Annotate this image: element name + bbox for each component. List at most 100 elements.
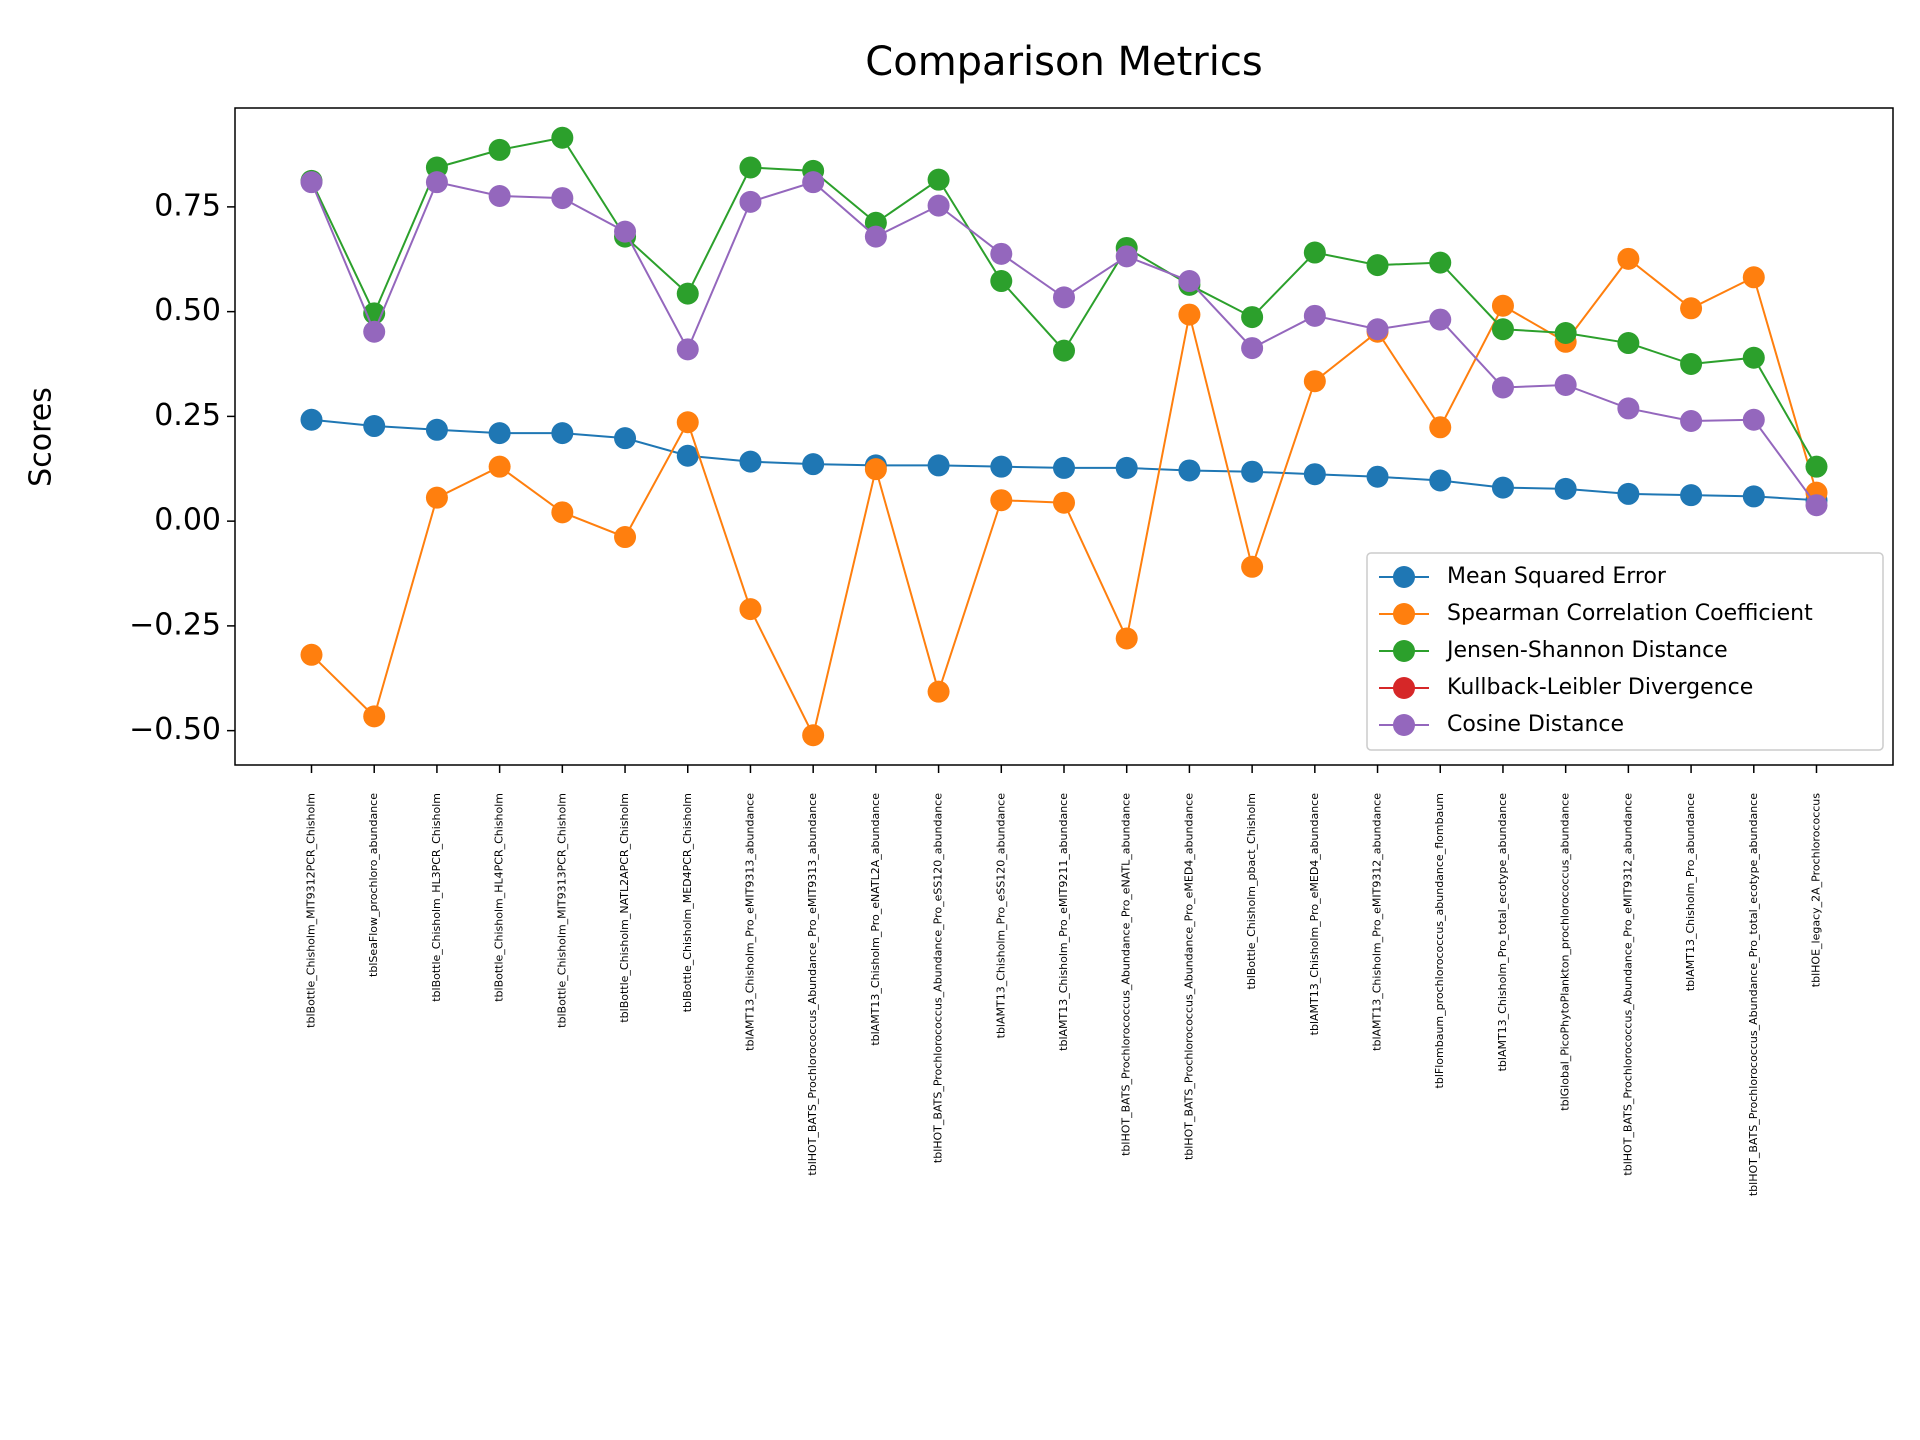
data-point [1241,555,1264,578]
x-tick-label: tblHOT_BATS_Prochlorococcus_Abundance_Pr… [1747,793,1760,1196]
x-tick-label: tblAMT13_Chisholm_Pro_eMED4_abundance [1308,793,1321,1036]
data-point [425,171,448,194]
data-point [1178,303,1201,326]
data-point [1053,339,1075,362]
data-point [990,489,1013,512]
data-point [927,454,950,477]
data-point [300,643,323,666]
data-point [1617,397,1640,420]
data-point [1617,482,1640,505]
data-point [864,225,887,248]
data-point [1805,494,1828,517]
x-tick-label: tblGlobal_PicoPhytoPlankton_prochlorococ… [1559,793,1572,1111]
data-point [1554,477,1577,500]
data-point [1053,286,1075,309]
x-tick-label: tblAMT13_Chisholm_Pro_eMIT9313_abundance [743,793,756,1051]
data-point [614,526,637,549]
y-tick-label: 0.25 [154,398,221,433]
data-point [300,408,323,431]
data-point [363,415,386,438]
data-point [990,270,1013,293]
data-point [1303,463,1326,486]
x-tick-label: tblHOE_legacy_2A_Prochlorococcus [1809,793,1822,987]
data-point [1053,491,1075,514]
data-point [551,501,574,524]
data-point [676,338,699,361]
data-point [864,458,887,481]
data-point [551,126,574,149]
data-point [1115,627,1138,650]
data-point [739,190,762,213]
x-tick-label: tblHOT_BATS_Prochlorococcus_Abundance_Pr… [932,793,945,1163]
x-tick-label: tblBottle_Chisholm_HL4PCR_Chisholm [493,793,506,1002]
data-point [1617,332,1640,355]
data-point [1554,322,1577,345]
x-tick-label: tblBottle_Chisholm_NATL2APCR_Chisholm [618,793,631,1023]
data-point [1303,370,1326,393]
x-tick-label: tblAMT13_Chisholm_Pro_abundance [1684,793,1697,991]
legend-label: Jensen-Shannon Distance [1445,638,1728,663]
legend-marker [1393,566,1415,588]
data-point [1053,456,1075,479]
data-point [802,724,825,747]
data-point [363,320,386,343]
data-point [1742,346,1765,369]
x-tick-label: tblBottle_Chisholm_HL3PCR_Chisholm [430,793,443,1002]
data-point [927,168,950,191]
data-point [990,242,1013,265]
x-tick-label: tblAMT13_Chisholm_Pro_eSS120_abundance [994,793,1007,1039]
legend-marker [1393,714,1415,736]
x-tick-label: tblAMT13_Chisholm_Pro_eMIT9211_abundance [1057,793,1070,1051]
data-point [1303,241,1326,264]
data-point [739,450,762,473]
y-tick-label: −0.25 [129,607,221,642]
data-point [1241,306,1264,329]
data-point [676,282,699,305]
data-point [1680,409,1703,432]
legend-label: Cosine Distance [1447,712,1624,737]
y-tick-label: 0.50 [154,293,221,328]
x-tick-label: tblHOT_BATS_Prochlorococcus_Abundance_Pr… [1621,793,1634,1176]
y-tick-label: 0.00 [154,503,221,538]
x-tick-label: tblBottle_Chisholm_MIT9313PCR_Chisholm [555,793,568,1028]
data-point [1429,308,1452,331]
data-point [614,220,637,243]
x-tick-label: tblAMT13_Chisholm_Pro_eNATL2A_abundance [869,793,882,1046]
data-point [1178,270,1201,293]
data-point [1617,247,1640,270]
legend-marker [1393,640,1415,662]
x-tick-label: tblBottle_Chisholm_pbact_Chisholm [1245,793,1258,989]
data-point [363,705,386,728]
data-point [614,427,637,450]
data-point [1366,465,1389,488]
data-point [488,422,511,445]
x-tick-label: tblFlombaum_prochlorococcus_abundance_fl… [1433,793,1446,1088]
data-point [300,171,323,194]
data-point [1115,456,1138,479]
data-point [488,184,511,207]
data-point [1491,476,1514,499]
data-point [1115,245,1138,268]
data-point [1680,297,1703,320]
x-tick-label: tblSeaFlow_prochloro_abundance [367,793,380,977]
data-point [802,453,825,476]
data-point [802,171,825,194]
data-point [551,187,574,210]
data-point [676,411,699,434]
data-point [1554,373,1577,396]
data-point [1805,455,1828,478]
data-point [1178,459,1201,482]
data-point [927,194,950,217]
data-point [990,455,1013,478]
x-tick-label: tblBottle_Chisholm_MIT9312PCR_Chisholm [305,793,318,1028]
y-axis-label: Scores [24,387,59,487]
data-point [488,138,511,161]
data-point [1429,416,1452,439]
legend-label: Spearman Correlation Coefficient [1447,601,1813,626]
data-point [1680,484,1703,507]
x-tick-label: tblBottle_Chisholm_MED4PCR_Chisholm [681,793,694,1012]
data-point [1491,294,1514,317]
data-point [488,455,511,478]
legend-marker [1393,677,1415,699]
